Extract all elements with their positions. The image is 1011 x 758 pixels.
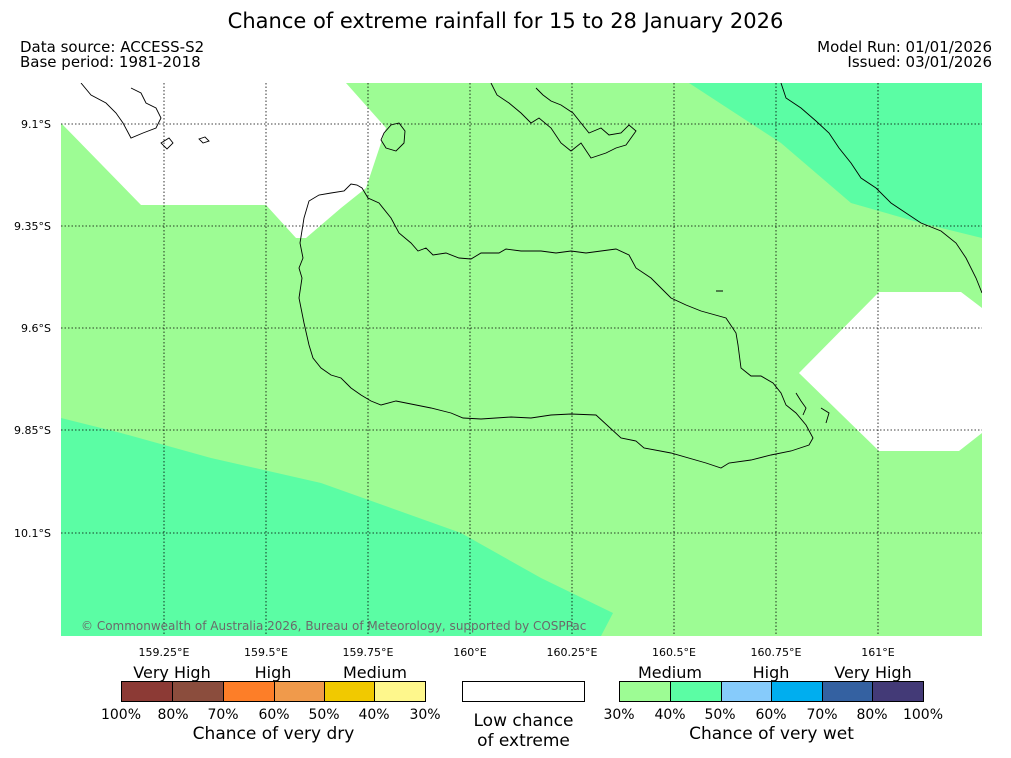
legend-wet-tick: 80%	[856, 707, 888, 723]
legend-dry-tick: 80%	[157, 707, 189, 723]
zone-low-chance-northwest	[61, 83, 386, 238]
legend-dry-tick: 100%	[100, 707, 142, 723]
legend-dry-high: High	[254, 663, 292, 682]
coastline-nw-islands	[80, 83, 210, 150]
map-title: Chance of extreme rainfall for 15 to 28 …	[227, 9, 784, 33]
zone-high-wet-southwest	[61, 418, 613, 636]
legend-wet-label: Chance of very wet	[689, 724, 854, 744]
legend-wet-tick: 70%	[806, 707, 838, 723]
coastline-malaita	[780, 83, 982, 294]
legend-wet-tick: 30%	[603, 707, 635, 723]
coastline-florida-islands	[490, 83, 637, 159]
legend-wet-swatch	[619, 681, 671, 702]
lon-label: 160.25°E	[546, 646, 598, 659]
legend-dry-tick: 40%	[358, 707, 390, 723]
legend-wet-tick: 50%	[704, 707, 736, 723]
legend-wet-tick: 40%	[654, 707, 686, 723]
legend-dry-tick: 30%	[409, 707, 441, 723]
coastlines	[80, 83, 982, 469]
coastline-savo	[380, 122, 406, 152]
legend-wet-high: High	[752, 663, 790, 682]
legend-wet-medium: Medium	[638, 663, 702, 682]
zone-low-chance-east	[799, 292, 982, 451]
legend-dry-label: Chance of very dry	[192, 724, 355, 744]
base-period: Base period: 1981-2018	[20, 53, 201, 71]
coastline-guadalcanal	[298, 183, 814, 469]
lat-label: 9.35°S	[14, 220, 51, 233]
issued-date: Issued: 03/01/2026	[847, 53, 992, 71]
legend-dry-very-high: Very High	[133, 663, 211, 682]
zone-high-wet-northeast	[689, 83, 982, 238]
graticule	[61, 83, 982, 636]
map-canvas	[61, 83, 982, 636]
model-run: Model Run: 01/01/2026	[817, 38, 992, 56]
legend-wet-very-high: Very High	[834, 663, 912, 682]
lon-label: 159.5°E	[244, 646, 288, 659]
legend-wet-swatch	[872, 681, 924, 702]
lon-label: 159.75°E	[342, 646, 394, 659]
legend-dry-tick: 70%	[207, 707, 239, 723]
lat-label: 9.6°S	[21, 322, 51, 335]
legend-wet-swatch	[771, 681, 823, 702]
copyright-notice: © Commonwealth of Australia 2026, Bureau…	[81, 619, 587, 633]
legend-dry-tick: 60%	[258, 707, 290, 723]
legend-dry-tick: 50%	[308, 707, 340, 723]
legend-dry-swatch	[223, 681, 275, 702]
legend-dry-swatch	[374, 681, 426, 702]
lat-label: 10.1°S	[14, 527, 51, 540]
map-panel[interactable]: © Commonwealth of Australia 2026, Bureau…	[61, 83, 982, 636]
legend-wet-swatch	[721, 681, 772, 702]
legend-dry-medium: Medium	[343, 663, 407, 682]
legend-dry-swatch	[274, 681, 325, 702]
coastline-east-reef	[716, 290, 830, 424]
data-source: Data source: ACCESS-S2	[20, 38, 205, 56]
legend-wet-tick: 60%	[755, 707, 787, 723]
lon-label: 160.5°E	[652, 646, 696, 659]
legend-dry-swatch	[324, 681, 375, 702]
lon-label: 160.75°E	[750, 646, 802, 659]
legend-low-label: Low chance of extreme	[455, 711, 592, 751]
lon-label: 159.25°E	[138, 646, 190, 659]
legend-wet-swatch	[670, 681, 722, 702]
lon-label: 160°E	[453, 646, 487, 659]
legend-low-line2: of extreme	[477, 731, 570, 751]
legend-low-line1: Low chance	[473, 711, 574, 731]
legend-wet-tick: 100%	[902, 707, 944, 723]
legend-dry-swatch	[121, 681, 173, 702]
lat-label: 9.85°S	[14, 424, 51, 437]
legend-low-swatch	[462, 681, 585, 702]
legend-dry-swatch	[172, 681, 224, 702]
lon-label: 161°E	[861, 646, 895, 659]
lat-label: 9.1°S	[21, 118, 51, 131]
legend-wet-swatch	[822, 681, 873, 702]
